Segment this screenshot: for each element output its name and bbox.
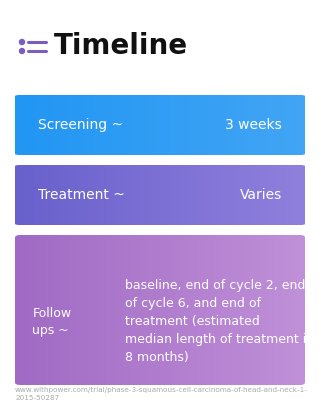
Text: Timeline: Timeline: [54, 33, 188, 61]
Text: Screening ~: Screening ~: [38, 118, 123, 132]
Circle shape: [20, 48, 25, 54]
Polygon shape: [18, 357, 28, 373]
Text: Power: Power: [34, 359, 83, 373]
Text: Follow
ups ~: Follow ups ~: [32, 307, 72, 337]
Text: www.withpower.com/trial/phase-3-squamous-cell-carcinoma-of-head-and-neck-1-
2015: www.withpower.com/trial/phase-3-squamous…: [15, 387, 308, 401]
Text: baseline, end of cycle 2, end
of cycle 6, and end of
treatment (estimated
median: baseline, end of cycle 2, end of cycle 6…: [125, 280, 313, 364]
Text: 3 weeks: 3 weeks: [225, 118, 282, 132]
Circle shape: [20, 39, 25, 44]
Text: Varies: Varies: [240, 188, 282, 202]
Text: Treatment ~: Treatment ~: [38, 188, 125, 202]
